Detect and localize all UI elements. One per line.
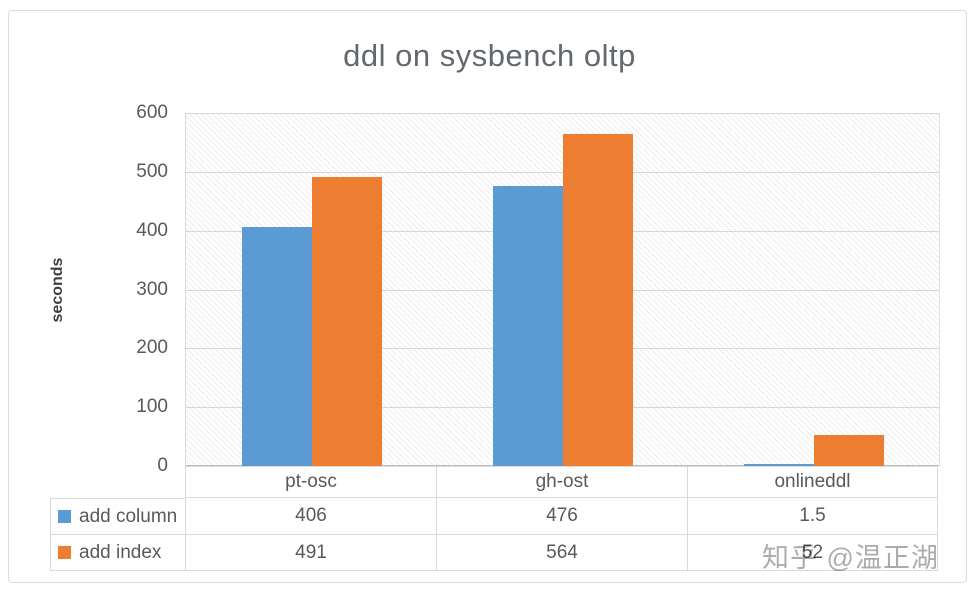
gridline [186,113,939,114]
y-tick-label: 400 [136,219,168,241]
y-tick-label: 200 [136,337,168,359]
bar-add-index-pt-osc [311,177,382,466]
chart-title: ddl on sysbench oltp [343,38,636,73]
legend-swatch-add-index [58,546,71,559]
legend-cell-add-index: add index [50,535,185,571]
value-cell-add-column-gh-ost: 476 [436,498,687,535]
legend-label: add index [79,541,162,563]
category-header-gh-ost: gh-ost [436,466,687,498]
table-corner-blank [50,466,185,498]
category-header-onlineddl: onlineddl [687,466,938,498]
plot-area [185,113,940,466]
y-tick-label: 300 [136,278,168,300]
legend-swatch-add-column [58,510,71,523]
bar-add-index-onlineddl [813,435,884,466]
y-tick-label: 500 [136,160,168,182]
value-cell-add-index-onlineddl: 52 [687,535,938,571]
data-table: pt-osc gh-ost onlineddl add column 406 476 1.5… [50,466,938,571]
bar-add-column-pt-osc [241,227,312,466]
watermark: 知乎 @温正湖 [762,543,939,573]
category-header-pt-osc: pt-osc [185,466,436,498]
bar-add-index-gh-ost [562,134,633,466]
y-tick-label: 0 [157,455,168,476]
value-cell-add-column-onlineddl: 1.5 [687,498,938,535]
y-tick-label: 600 [136,102,168,123]
legend-label: add column [79,505,178,527]
legend-cell-add-column: add column [50,498,185,535]
bar-add-column-gh-ost [492,185,563,466]
bar-add-column-onlineddl [743,464,814,466]
value-cell-add-column-pt-osc: 406 [185,498,436,535]
y-axis-title: seconds [49,257,66,323]
value-cell-add-index-gh-ost: 564 [436,535,687,571]
y-tick-label: 100 [136,396,168,418]
value-cell-add-index-pt-osc: 491 [185,535,436,571]
